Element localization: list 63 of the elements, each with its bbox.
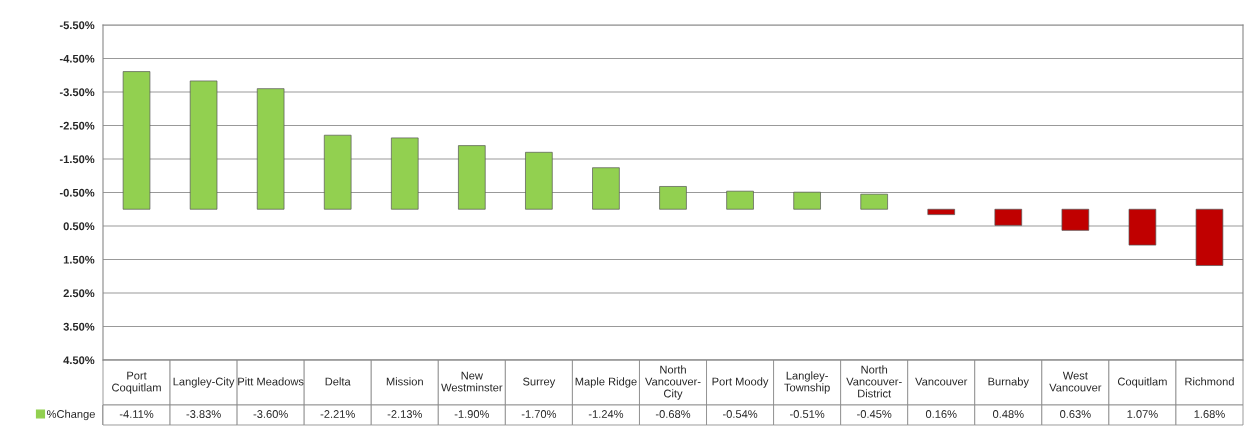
data-label: -0.45% bbox=[857, 410, 892, 418]
bar bbox=[323, 134, 352, 210]
bar bbox=[592, 167, 620, 210]
bar bbox=[994, 208, 1023, 226]
x-tick-label: Langley-Township bbox=[784, 371, 830, 394]
bar bbox=[122, 71, 151, 210]
data-label: 1.07% bbox=[1127, 410, 1158, 418]
y-tick-label: -5.50% bbox=[59, 21, 95, 30]
bar bbox=[458, 145, 486, 210]
y-tick-label: 0.50% bbox=[63, 222, 95, 231]
x-tick-label: Vancouver bbox=[915, 377, 968, 386]
y-tick-label: -4.50% bbox=[59, 54, 95, 63]
y-tick-label: 4.50% bbox=[63, 356, 95, 365]
x-tick-label: Mission bbox=[386, 377, 423, 386]
data-label: -2.13% bbox=[387, 410, 422, 418]
x-tick-label: Maple Ridge bbox=[575, 377, 637, 388]
y-tick-label: -1.50% bbox=[59, 155, 95, 164]
data-label: -3.60% bbox=[253, 410, 288, 418]
data-label: -0.68% bbox=[655, 410, 691, 418]
x-tick-label: North Vancouver-City bbox=[645, 365, 701, 400]
bar bbox=[860, 193, 888, 210]
data-label: 0.48% bbox=[992, 410, 1024, 418]
x-tick-label: North Vancouver-District bbox=[846, 365, 902, 398]
bar bbox=[256, 88, 285, 210]
data-label: -1.90% bbox=[454, 410, 490, 418]
x-tick-label: Surrey bbox=[523, 377, 556, 388]
bar bbox=[1061, 208, 1090, 231]
y-tick-label: 3.50% bbox=[63, 322, 95, 331]
data-label: -4.11% bbox=[119, 410, 154, 418]
data-label: -1.24% bbox=[588, 410, 624, 418]
bar bbox=[726, 190, 754, 210]
x-tick-label: Port Moody bbox=[712, 377, 769, 388]
bar bbox=[391, 137, 419, 210]
x-tick-label: New Westminster bbox=[441, 371, 503, 392]
x-tick-label: Port Coquitlam bbox=[112, 371, 161, 394]
x-tick-label: Coquitlam bbox=[1117, 377, 1167, 388]
data-label: 0.16% bbox=[925, 410, 957, 418]
data-label: -3.83% bbox=[186, 410, 221, 418]
x-tick-label: Richmond bbox=[1185, 377, 1234, 386]
bar bbox=[1195, 208, 1224, 266]
data-label: 1.68% bbox=[1194, 410, 1225, 418]
bar bbox=[927, 208, 955, 215]
data-label: -1.70% bbox=[521, 410, 557, 418]
bar bbox=[793, 191, 821, 210]
data-label: 0.63% bbox=[1060, 410, 1091, 418]
x-tick-label: Burnaby bbox=[988, 377, 1029, 388]
data-label: -0.54% bbox=[722, 410, 758, 418]
y-tick-label: -3.50% bbox=[59, 88, 95, 97]
y-tick-label: 2.50% bbox=[63, 289, 95, 298]
bar bbox=[659, 186, 687, 210]
bar bbox=[189, 80, 218, 210]
y-tick-label: -0.50% bbox=[59, 188, 95, 197]
x-tick-label: Pitt Meadows bbox=[238, 377, 304, 386]
x-tick-label: Delta bbox=[325, 377, 351, 386]
data-label: -2.21% bbox=[320, 410, 355, 418]
bar bbox=[525, 151, 553, 210]
legend-label: %Change bbox=[47, 409, 95, 421]
bar bbox=[1128, 208, 1157, 246]
y-tick-label: -2.50% bbox=[59, 121, 95, 130]
x-tick-label: West Vancouver bbox=[1049, 371, 1102, 392]
data-label: -0.51% bbox=[790, 410, 825, 418]
x-tick-label: Langley-City bbox=[173, 377, 235, 388]
y-tick-label: 1.50% bbox=[63, 255, 95, 264]
